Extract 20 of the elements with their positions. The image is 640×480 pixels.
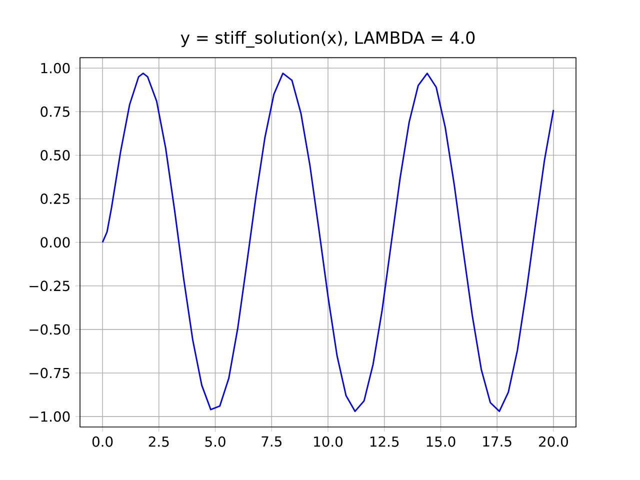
y-tick-label: −1.00 <box>30 411 70 422</box>
x-tick-label: 0.0 <box>92 436 113 447</box>
y-tick-label: 0.00 <box>40 237 70 248</box>
y-tick-label: 0.25 <box>40 194 70 204</box>
x-tick-label: 12.5 <box>370 436 399 447</box>
chart-title: y = stiff_solution(x), LAMBDA = 4.0 <box>180 31 475 48</box>
x-tick-label: 17.5 <box>483 436 512 447</box>
y-tick-label: 0.50 <box>40 150 70 160</box>
x-tick-label: 10.0 <box>314 436 343 447</box>
y-tick-label: −0.75 <box>30 368 70 378</box>
x-tick-label: 15.0 <box>426 436 456 447</box>
x-tick-label: 20.0 <box>539 436 568 447</box>
y-tick-label: −0.25 <box>30 280 70 292</box>
y-tick-label: 1.00 <box>41 62 70 74</box>
x-tick-label: 7.5 <box>262 436 282 447</box>
line-series <box>102 72 554 412</box>
y-tick-label: −0.50 <box>30 324 70 335</box>
x-tick-label: 5.0 <box>205 436 226 447</box>
y-tick-label: 0.75 <box>40 106 70 117</box>
x-tick-label: 2.5 <box>148 436 169 447</box>
